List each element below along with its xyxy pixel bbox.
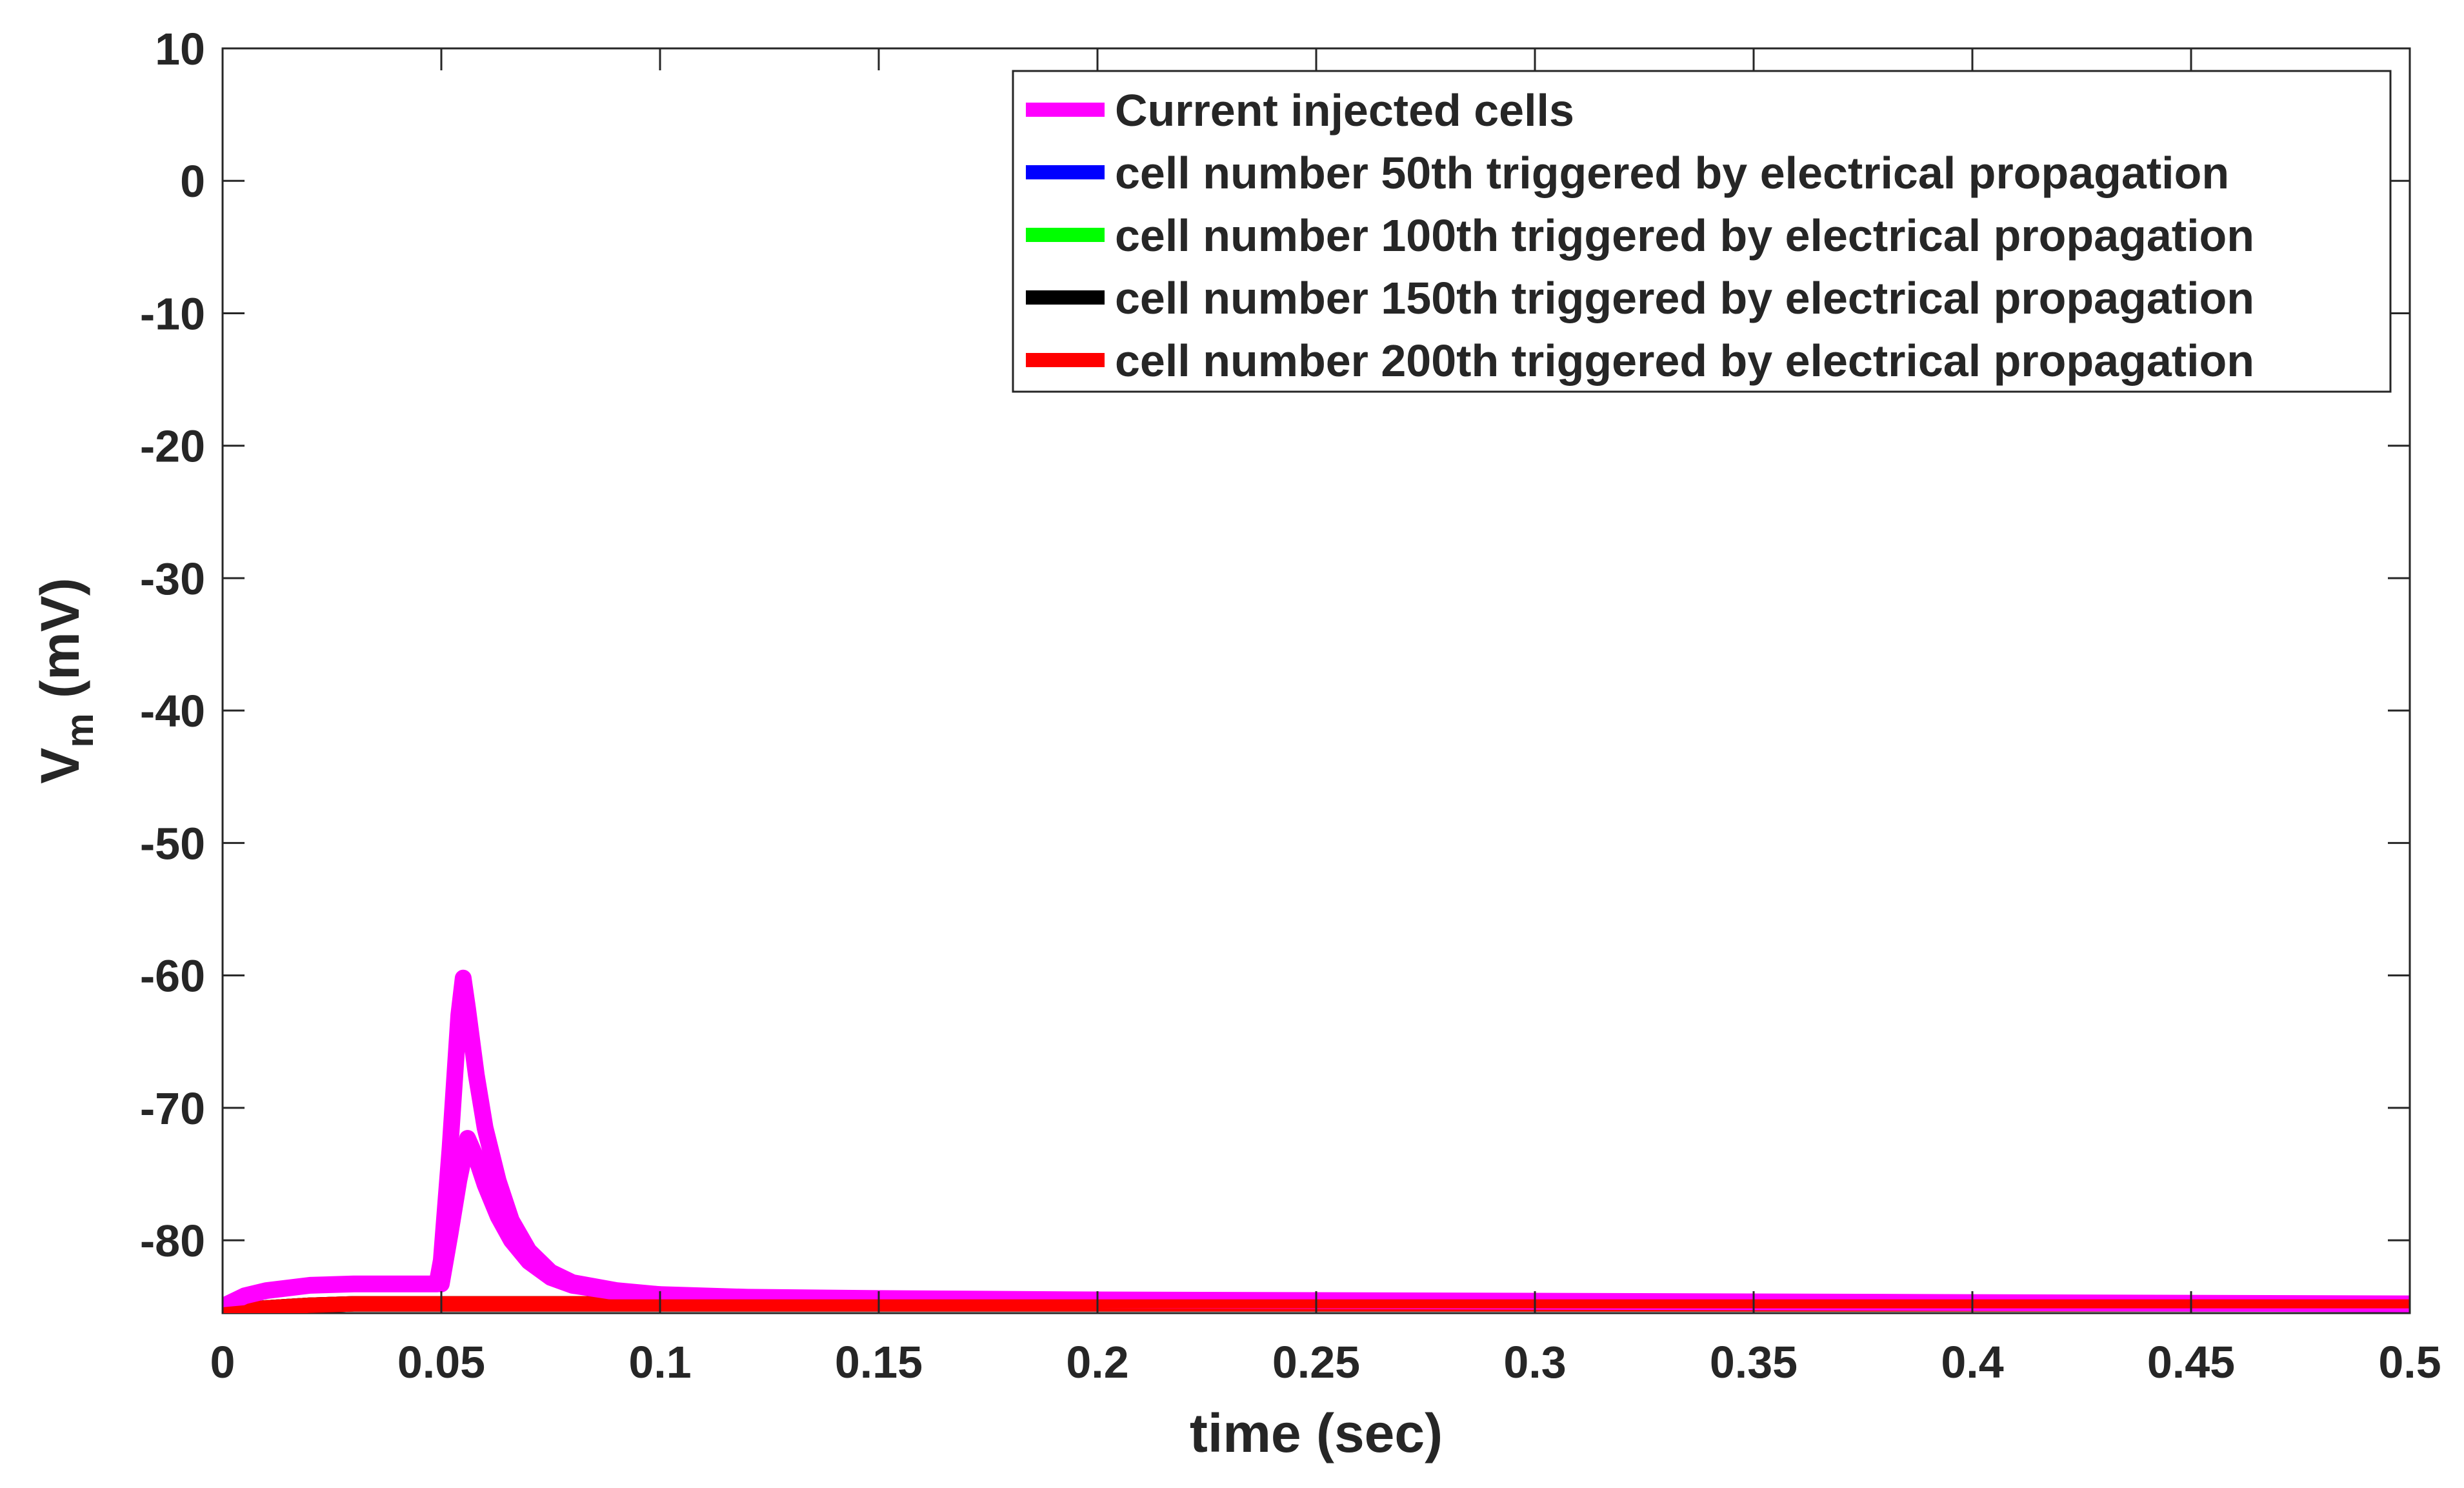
y-tick-label: -80 bbox=[140, 1216, 205, 1266]
x-tick-label: 0.25 bbox=[1272, 1337, 1360, 1387]
legend-label-3: cell number 100th triggered by electrica… bbox=[1115, 210, 2254, 261]
y-axis-label: Vm (mV) bbox=[30, 578, 101, 783]
x-tick-label: 0.2 bbox=[1066, 1337, 1128, 1387]
y-tick-label: -70 bbox=[140, 1083, 205, 1134]
y-tick-label: 10 bbox=[155, 24, 205, 74]
x-tick-label: 0 bbox=[210, 1337, 235, 1387]
x-tick-label: 0.35 bbox=[1710, 1337, 1798, 1387]
x-tick-label: 0.05 bbox=[397, 1337, 485, 1387]
legend-label-5: cell number 200th triggered by electrica… bbox=[1115, 336, 2254, 386]
series-line-1-part-1 bbox=[223, 969, 2410, 1313]
x-tick-label: 0.15 bbox=[835, 1337, 923, 1387]
x-tick-label: 0.4 bbox=[1941, 1337, 2003, 1387]
series-line-1-part-2 bbox=[433, 1130, 668, 1303]
x-axis: 0 0.05 0.1 0.15 0.2 0.25 0.3 0.35 0.4 0.45 0.5 bbox=[210, 48, 2441, 1387]
legend-label-2: cell number 50th triggered by electrical… bbox=[1115, 148, 2229, 198]
legend-label-4: cell number 150th triggered by electrica… bbox=[1115, 273, 2254, 323]
y-tick-label: -20 bbox=[140, 421, 205, 472]
y-axis-label-main: V bbox=[30, 748, 90, 784]
y-tick-label: -50 bbox=[140, 818, 205, 869]
x-axis-label: time (sec) bbox=[1190, 1403, 1443, 1463]
series-layer bbox=[223, 969, 2410, 1313]
legend: Current injected cells cell number 50th t… bbox=[1012, 70, 2392, 393]
y-axis: 10 0 -10 -20 -30 -40 -50 -60 -70 -80 bbox=[140, 24, 2410, 1266]
y-tick-label: -30 bbox=[140, 554, 205, 604]
y-axis-label-unit: (mV) bbox=[30, 578, 90, 713]
legend-box bbox=[1012, 70, 2392, 393]
x-tick-label: 0.5 bbox=[2378, 1337, 2441, 1387]
y-tick-label: -60 bbox=[140, 951, 205, 1001]
y-tick-label: -40 bbox=[140, 686, 205, 736]
series-line-5-overlay bbox=[223, 1299, 2410, 1313]
legend-label-1: Current injected cells bbox=[1115, 85, 1574, 136]
x-tick-label: 0.45 bbox=[2147, 1337, 2235, 1387]
y-axis-label-subscript: m bbox=[58, 713, 101, 747]
y-tick-label: -10 bbox=[140, 288, 205, 339]
x-tick-label: 0.3 bbox=[1503, 1337, 1566, 1387]
y-tick-label: 0 bbox=[180, 156, 205, 206]
x-tick-label: 0.1 bbox=[628, 1337, 691, 1387]
